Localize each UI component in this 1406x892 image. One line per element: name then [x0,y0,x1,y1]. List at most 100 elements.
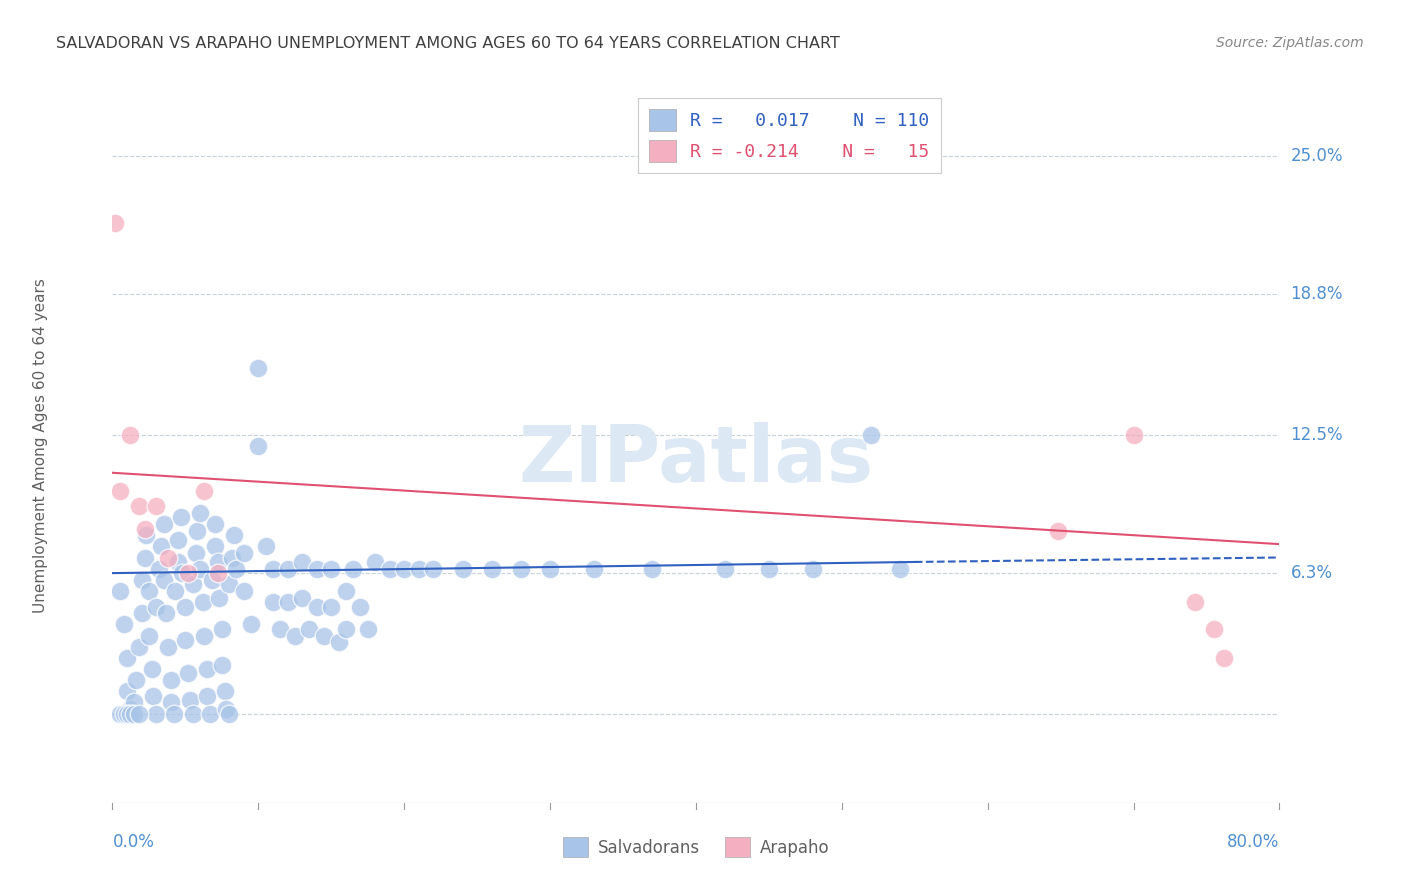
Point [181,706,204,721]
Text: 0.0%: 0.0% [112,833,155,851]
Legend: Salvadorans, Arapaho: Salvadorans, Arapaho [554,829,838,866]
Point [128,640,150,654]
Point [112,706,135,721]
Point [128,500,150,514]
Point [262,595,284,609]
Point [335,583,357,598]
Point [124,696,146,710]
Point [538,562,561,576]
Point [142,689,165,703]
Point [193,483,215,498]
Point [291,555,314,569]
Point [195,689,218,703]
Point [1184,595,1206,609]
Point [128,706,150,721]
Point [204,539,226,553]
Point [349,599,371,614]
Point [269,622,291,636]
Point [118,428,141,442]
Point [108,583,131,598]
Point [167,533,190,547]
Point [138,583,160,598]
Point [131,573,153,587]
Point [284,628,307,642]
Text: 80.0%: 80.0% [1227,833,1279,851]
Point [312,628,335,642]
Point [138,628,160,642]
Text: 12.5%: 12.5% [1291,425,1343,444]
Point [408,562,430,576]
Point [155,607,177,621]
Point [291,591,314,605]
Point [177,666,200,681]
Point [184,546,207,560]
Point [305,562,328,576]
Point [167,555,190,569]
Point [262,562,284,576]
Point [108,706,131,721]
Point [131,607,153,621]
Point [104,216,127,230]
Point [177,566,200,581]
Point [170,510,193,524]
Point [160,673,183,687]
Point [165,583,187,598]
Point [335,622,357,636]
Point [364,555,387,569]
Point [156,640,179,654]
Point [186,524,208,538]
Point [211,622,233,636]
Point [181,577,204,591]
Point [218,706,240,721]
Point [254,539,277,553]
Point [232,583,254,598]
Point [201,573,224,587]
Point [124,706,146,721]
Point [208,591,231,605]
Point [247,361,270,376]
Point [218,577,240,591]
Point [141,662,163,676]
Point [179,693,201,707]
Point [211,657,233,672]
Point [115,684,138,698]
Point [1202,622,1225,636]
Point [193,628,215,642]
Point [758,562,780,576]
Point [221,550,243,565]
Point [889,562,911,576]
Text: Source: ZipAtlas.com: Source: ZipAtlas.com [1216,36,1364,50]
Point [145,599,167,614]
Point [232,546,254,560]
Point [1122,428,1144,442]
Point [321,599,343,614]
Point [215,702,238,716]
Point [200,706,222,721]
Point [152,516,174,531]
Point [276,595,298,609]
Point [641,562,664,576]
Text: SALVADORAN VS ARAPAHO UNEMPLOYMENT AMONG AGES 60 TO 64 YEARS CORRELATION CHART: SALVADORAN VS ARAPAHO UNEMPLOYMENT AMONG… [56,36,841,51]
Point [191,595,214,609]
Point [118,706,141,721]
Point [357,622,380,636]
Point [328,635,350,649]
Point [204,516,226,531]
Point [214,684,236,698]
Point [174,633,197,648]
Point [134,550,156,565]
Point [481,562,503,576]
Point [207,555,229,569]
Point [305,599,328,614]
Point [134,521,156,535]
Point [115,706,138,721]
Point [509,562,531,576]
Point [207,566,229,581]
Point [422,562,444,576]
Point [240,617,263,632]
Point [108,483,131,498]
Point [582,562,605,576]
Text: 25.0%: 25.0% [1291,147,1343,165]
Point [148,562,170,576]
Point [135,528,157,542]
